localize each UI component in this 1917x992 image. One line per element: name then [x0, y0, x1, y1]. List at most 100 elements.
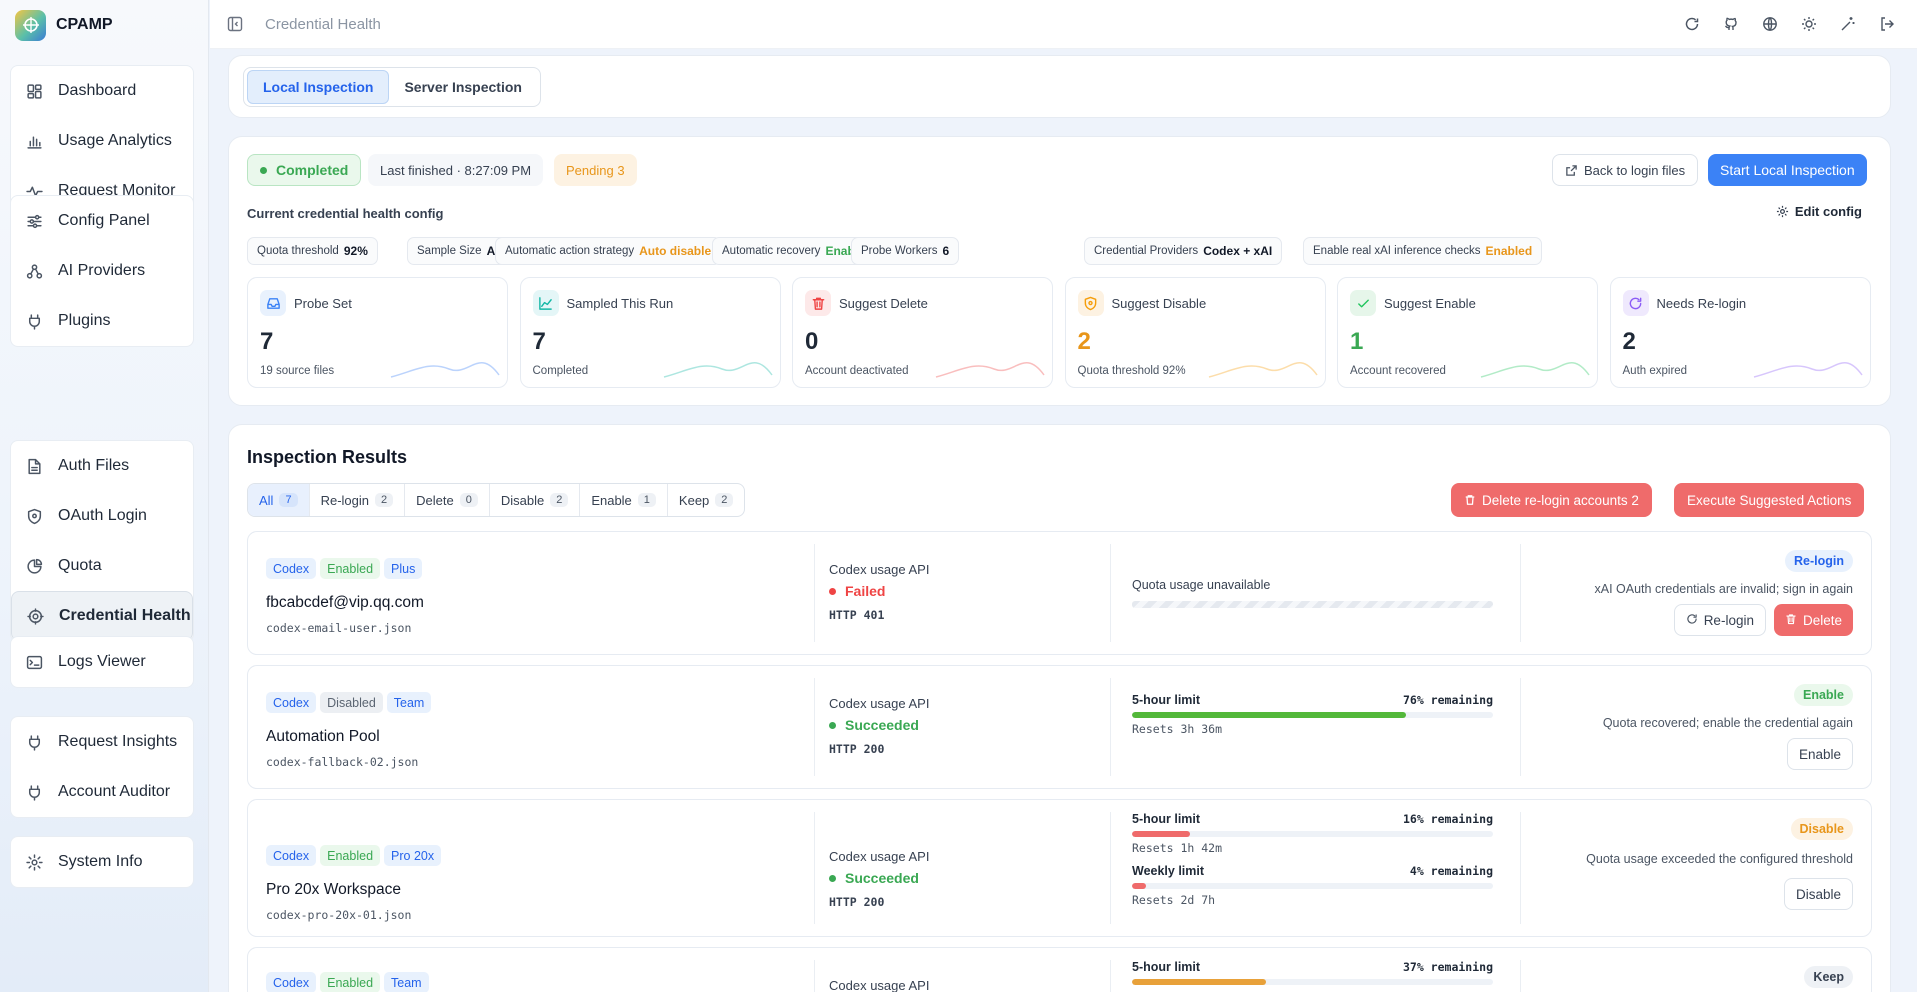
tag-disabled: Disabled	[320, 692, 383, 713]
sidebar-item-account-auditor[interactable]: Account Auditor	[11, 767, 193, 817]
filter-tab-keep[interactable]: Keep 2	[668, 484, 744, 516]
gear-icon	[1776, 205, 1788, 218]
sidebar-item-oauth-login[interactable]: OAuth Login	[11, 491, 193, 541]
sidebar-item-system-info[interactable]: System Info	[11, 837, 193, 887]
quota-usage: 5-hour limit 16% remaining Resets 1h 42m We…	[1132, 812, 1493, 907]
status-text: Completed	[276, 162, 349, 178]
filter-tab-delete[interactable]: Delete 0	[405, 484, 490, 516]
sidebar-item-label: System Info	[58, 853, 143, 870]
sparkline	[935, 362, 1045, 378]
shield-icon	[24, 506, 44, 526]
probe-status-text: Succeeded	[845, 870, 919, 886]
disable-button[interactable]: Disable	[1783, 878, 1853, 910]
usage-api-label: Codex usage API	[829, 849, 930, 864]
sidebar-item-quota[interactable]: Quota	[11, 541, 193, 591]
re-login-button[interactable]: Re-login	[1673, 604, 1766, 636]
http-status: HTTP 200	[829, 895, 885, 909]
delete-relogin-accounts-button[interactable]: Delete re-login accounts 2	[1451, 483, 1652, 517]
filter-tab-count: 1	[637, 493, 656, 507]
delete-button[interactable]: Delete	[1773, 604, 1853, 636]
tag-team: Team	[386, 692, 432, 713]
quota-bar-fill	[1132, 712, 1407, 718]
github-icon[interactable]	[1721, 14, 1741, 34]
start-local-inspection-button[interactable]: Start Local Inspection	[1708, 154, 1867, 186]
filter-tab-label: Delete	[416, 492, 454, 508]
execute-suggested-actions-button[interactable]: Execute Suggested Actions	[1674, 483, 1865, 517]
topbar-actions	[1682, 14, 1897, 34]
filter-tab-enable[interactable]: Enable 1	[580, 484, 668, 516]
sidebar-item-label: Quota	[58, 557, 102, 574]
stat-description: Auth expired	[1622, 365, 1688, 377]
quota-limit: 5-hour limit 16% remaining Resets 1h 42m	[1132, 812, 1493, 855]
page-title: Credential Health	[265, 15, 381, 33]
sidebar-item-credential-health[interactable]: Credential Health	[11, 591, 193, 641]
http-status: HTTP 401	[829, 608, 885, 622]
sidebar-item-label: Request Insights	[58, 733, 178, 750]
stat-label: Suggest Enable	[1384, 296, 1476, 311]
sidebar-toggle-icon[interactable]	[225, 14, 245, 34]
sparkle-wand-icon[interactable]	[1838, 14, 1858, 34]
config-chip-enable-real-xai-inference-checks: Enable real xAI inference checks Enabled	[1303, 237, 1543, 265]
config-chip-automatic-action-strategy: Automatic action strategy Auto disable	[495, 237, 722, 265]
filter-tab-re-login[interactable]: Re-login 2	[310, 484, 406, 516]
quota-limit-name: Weekly limit	[1132, 864, 1205, 878]
divider	[814, 678, 815, 776]
tab-server-inspection[interactable]: Server Inspection	[404, 79, 522, 95]
nav-group: System Info	[10, 836, 194, 888]
sidebar-item-dashboard[interactable]: Dashboard	[11, 66, 193, 116]
quota-usage: Quota usage unavailable	[1132, 578, 1493, 608]
quota-remaining: 76% remaining	[1402, 693, 1493, 707]
tab-local-inspection[interactable]: Local Inspection	[247, 70, 390, 104]
tag-enabled: Enabled	[320, 972, 381, 992]
divider	[1110, 960, 1111, 992]
sidebar-item-request-insights[interactable]: Request Insights	[11, 717, 193, 767]
status-dot	[829, 874, 836, 882]
back-to-login-files-button[interactable]: Back to login files	[1552, 154, 1699, 186]
action-reason: Quota recovered; enable the credential a…	[1602, 716, 1853, 730]
refresh-icon[interactable]	[1682, 14, 1702, 34]
filter-tab-all[interactable]: All 7	[248, 484, 310, 516]
sun-icon[interactable]	[1799, 14, 1819, 34]
brand[interactable]: CPAMP	[0, 0, 208, 50]
config-chip-value: 6	[942, 244, 950, 258]
stat-value: 2	[1077, 328, 1091, 355]
stat-card-suggest-enable: Suggest Enable 1 Account recovered	[1337, 277, 1598, 388]
nav-group: Request Insights Account Auditor	[10, 716, 194, 818]
sidebar-item-plugins[interactable]: Plugins	[11, 296, 193, 346]
sidebar-item-usage-analytics[interactable]: Usage Analytics	[11, 116, 193, 166]
sidebar-item-auth-files[interactable]: Auth Files	[11, 441, 193, 491]
probe-status: Succeeded	[829, 870, 919, 886]
account-name: Automation Pool	[266, 728, 380, 745]
edit-config-button[interactable]: Edit config	[1776, 204, 1862, 219]
probe-status: Failed	[829, 583, 885, 599]
filter-tab-label: Enable	[591, 492, 632, 508]
sparkline	[1208, 362, 1318, 378]
tag-team: Team	[384, 972, 429, 992]
sidebar-item-logs-viewer[interactable]: Logs Viewer	[11, 637, 193, 687]
enable-label: Enable	[1798, 746, 1841, 762]
config-chip-label: Quota threshold	[257, 245, 339, 257]
globe-icon[interactable]	[1760, 14, 1780, 34]
quota-placeholder-bar	[1132, 601, 1493, 608]
enable-button[interactable]: Enable	[1786, 738, 1853, 770]
sidebar-item-label: Account Auditor	[58, 783, 171, 800]
refresh-icon	[1622, 290, 1649, 316]
sidebar-item-ai-providers[interactable]: AI Providers	[11, 246, 193, 296]
config-chip-label: Probe Workers	[861, 245, 938, 257]
sidebar-item-config-panel[interactable]: Config Panel	[11, 196, 193, 246]
nav-group: Auth Files OAuth Login Quota Credential Hea…	[10, 440, 194, 642]
sidebar-item-request-monitor[interactable]: Request Monitor	[11, 166, 193, 216]
check-icon	[1350, 290, 1376, 316]
disable-label: Disable	[1795, 886, 1841, 902]
row-tags: Codex Enabled Pro 20x	[266, 845, 445, 866]
filter-tab-count: 2	[715, 493, 734, 507]
config-chip-credential-providers: Credential Providers Codex + xAI	[1084, 237, 1283, 265]
trash-icon	[1785, 613, 1797, 628]
divider	[1110, 812, 1111, 924]
filter-tab-disable[interactable]: Disable 2	[490, 484, 581, 516]
stat-card-sampled-this-run: Sampled This Run 7 Completed	[519, 277, 781, 388]
stat-label: Needs Re-login	[1656, 296, 1747, 311]
logout-icon[interactable]	[1877, 14, 1897, 34]
probe-status: Succeeded	[829, 717, 919, 733]
divider	[814, 544, 815, 642]
